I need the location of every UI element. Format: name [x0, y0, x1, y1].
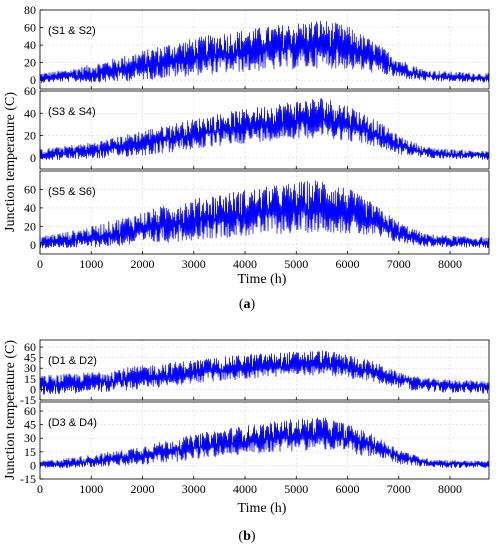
x-tick-label: 6000 — [336, 257, 360, 271]
y-tick-label: 60 — [24, 404, 36, 418]
axes-frame — [39, 9, 490, 90]
x-tick-label: 7000 — [387, 482, 411, 496]
figure-a-caption: (a) — [239, 297, 256, 312]
caption-a-close: ) — [251, 297, 256, 312]
axes-frame — [39, 90, 490, 170]
x-tick-label: 2000 — [131, 257, 155, 271]
x-tick-label: 4000 — [233, 257, 257, 271]
x-tick-label: 7000 — [387, 257, 411, 271]
x-tick-label: 5000 — [284, 482, 308, 496]
temperature-trace — [39, 180, 490, 249]
y-tick-label: 0 — [30, 382, 36, 396]
temperature-trace — [39, 20, 490, 83]
x-tick-label: 8000 — [438, 257, 462, 271]
y-tick-label: 20 — [24, 219, 36, 233]
y-tick-label: 20 — [24, 129, 36, 143]
figure-a-x-ticks: 0 1000 2000 3000 4000 5000 6000 7000 8000 — [37, 257, 462, 271]
y-tick-label: 30 — [24, 431, 36, 445]
caption-b-open: ( — [238, 529, 243, 544]
figure-b-xlabel: Time (h) — [238, 501, 287, 516]
y-tick-label: 20 — [24, 56, 36, 70]
caption-a-open: ( — [239, 297, 244, 312]
x-tick-label: 1000 — [79, 257, 103, 271]
x-tick-label: 3000 — [182, 482, 206, 496]
y-tick-label: 45 — [24, 351, 36, 365]
axes-frame — [39, 170, 490, 255]
y-tick-label: 80 — [24, 3, 36, 17]
panel-s3-s4: 0 20 40 60 (S3 & S4) — [24, 84, 490, 170]
y-tick-label: 40 — [24, 38, 36, 52]
caption-b-letter: b — [243, 529, 251, 544]
temperature-trace — [39, 417, 490, 469]
panel-label: (S1 & S2) — [48, 25, 96, 37]
x-tick-label: 5000 — [284, 257, 308, 271]
figure-b-ylabel: Junction temperature (C) — [3, 340, 18, 480]
x-tick-label: 6000 — [336, 482, 360, 496]
y-tick-label: 60 — [24, 182, 36, 196]
figure-b-caption: (b) — [238, 529, 255, 544]
plot-area — [40, 91, 489, 169]
y-tick-label: 30 — [24, 361, 36, 375]
x-tick-label: 8000 — [438, 482, 462, 496]
plot-area — [40, 340, 489, 400]
x-tick-label: 2000 — [131, 482, 155, 496]
figure-a-ylabel: Junction temperature (C) — [3, 92, 18, 232]
figure-b-x-ticks: 0 1000 2000 3000 4000 5000 6000 7000 8000 — [37, 482, 462, 496]
x-tick-label: 0 — [37, 257, 43, 271]
x-tick-label: 4000 — [233, 482, 257, 496]
y-tick-label: -15 — [20, 472, 36, 486]
y-tick-label: 0 — [30, 458, 36, 472]
panel-label: (D3 & D4) — [48, 417, 97, 429]
y-tick-label: 60 — [24, 84, 36, 98]
x-tick-label: 1000 — [79, 482, 103, 496]
y-tick-label: 0 — [30, 73, 36, 87]
caption-b-close: ) — [251, 529, 256, 544]
caption-a-letter: a — [244, 297, 251, 312]
temperature-trace — [39, 98, 490, 161]
panel-label: (D1 & D2) — [48, 355, 97, 367]
y-tick-label: 40 — [24, 201, 36, 215]
y-tick-label: 0 — [30, 238, 36, 252]
axes-frame — [39, 339, 490, 401]
y-tick-label: 45 — [24, 418, 36, 432]
panel-label: (S5 & S6) — [48, 186, 96, 198]
y-tick-label: 40 — [24, 106, 36, 120]
panel-label: (S3 & S4) — [48, 106, 96, 118]
y-tick-label: 15 — [24, 372, 36, 386]
figure-a-xlabel: Time (h) — [238, 272, 287, 287]
y-tick-label: 0 — [30, 151, 36, 165]
temperature-trace — [39, 350, 490, 395]
y-tick-label: -15 — [20, 393, 36, 407]
x-tick-label: 3000 — [182, 257, 206, 271]
x-tick-label: 0 — [37, 482, 43, 496]
y-tick-label: 60 — [24, 21, 36, 35]
axes-frame — [39, 401, 490, 480]
y-tick-label: 15 — [24, 445, 36, 459]
panel-s1-s2: 0 20 40 60 80 (S1 & S2) — [24, 3, 490, 90]
y-tick-label: 60 — [24, 340, 36, 354]
panel-s5-s6: 0 20 40 60 (S5 & S6) — [24, 170, 490, 255]
